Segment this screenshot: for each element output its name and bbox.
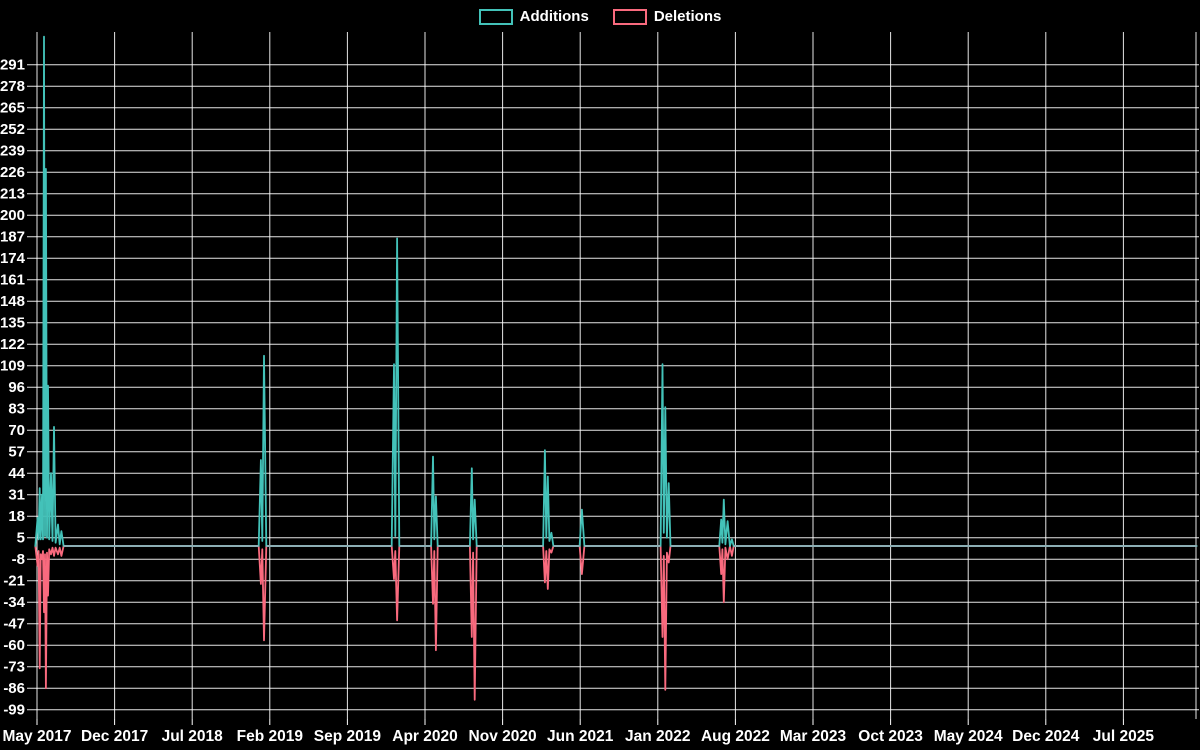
x-axis-tick-label: Dec 2017 <box>81 728 148 745</box>
x-axis-tick-label: Apr 2020 <box>392 728 457 745</box>
y-axis-tick-label: 278 <box>0 78 25 95</box>
chart-legend: Additions Deletions <box>0 8 1200 26</box>
legend-item-deletions[interactable]: Deletions <box>612 8 722 26</box>
x-axis-tick-label: Dec 2024 <box>1012 728 1080 745</box>
y-axis-tick-label: -21 <box>3 573 25 590</box>
y-axis-tick-label: 213 <box>0 186 25 203</box>
y-axis-tick-label: 96 <box>8 379 25 396</box>
x-axis-tick-label: Mar 2023 <box>780 728 847 745</box>
x-axis-tick-label: May 2017 <box>3 728 72 745</box>
y-axis-tick-label: -86 <box>3 680 25 697</box>
y-axis-tick-label: 109 <box>0 358 25 375</box>
y-axis-tick-label: 174 <box>0 250 26 267</box>
y-axis-tick-label: -99 <box>3 702 25 719</box>
x-axis-tick-label: Sep 2019 <box>314 728 382 745</box>
y-axis-tick-label: 265 <box>0 100 25 117</box>
x-axis-tick-label: May 2024 <box>934 728 1003 745</box>
x-axis-tick-label: Jan 2022 <box>625 728 691 745</box>
legend-item-additions[interactable]: Additions <box>478 8 589 26</box>
y-axis-tick-label: 239 <box>0 143 25 160</box>
legend-label-deletions: Deletions <box>653 8 722 25</box>
deletions-line-series <box>34 545 1198 701</box>
y-axis-tick-label: 122 <box>0 336 25 353</box>
x-axis-tick-label: Jul 2018 <box>162 728 224 745</box>
y-axis-tick-label: 252 <box>0 121 25 138</box>
x-axis-tick-label: Feb 2019 <box>237 728 304 745</box>
y-axis-tick-label: 148 <box>0 293 25 310</box>
deletions-swatch-icon <box>612 9 647 25</box>
y-axis-tick-label: 44 <box>8 465 25 482</box>
y-axis-tick-label: 83 <box>8 401 25 418</box>
y-axis-tick-label: -60 <box>3 637 25 654</box>
y-axis-tick-label: -73 <box>3 659 25 676</box>
y-axis-tick-label: 57 <box>8 444 25 461</box>
x-axis-tick-label: Oct 2023 <box>858 728 923 745</box>
y-axis-tick-label: 161 <box>0 272 25 289</box>
x-axis-tick-label: Aug 2022 <box>701 728 770 745</box>
y-axis-tick-label: 31 <box>8 487 25 504</box>
y-axis-tick-label: -8 <box>12 551 25 568</box>
y-axis-tick-label: 70 <box>8 422 25 439</box>
x-axis-tick-label: Jun 2021 <box>547 728 614 745</box>
y-axis-tick-label: -47 <box>3 616 25 633</box>
additions-swatch-icon <box>478 9 513 25</box>
x-axis-tick-label: Nov 2020 <box>469 728 537 745</box>
y-axis-tick-label: 200 <box>0 207 25 224</box>
x-axis-tick-label: Jul 2025 <box>1093 728 1155 745</box>
legend-label-additions: Additions <box>519 8 589 25</box>
y-axis-tick-label: 187 <box>0 229 25 246</box>
additions-line-series <box>34 35 1198 547</box>
y-axis-tick-label: 135 <box>0 315 25 332</box>
y-axis-tick-label: 18 <box>8 508 25 525</box>
y-axis-tick-label: 226 <box>0 164 25 181</box>
y-axis-tick-label: -34 <box>3 594 25 611</box>
y-axis-tick-label: 5 <box>17 530 25 547</box>
y-axis-tick-label: 291 <box>0 57 25 74</box>
